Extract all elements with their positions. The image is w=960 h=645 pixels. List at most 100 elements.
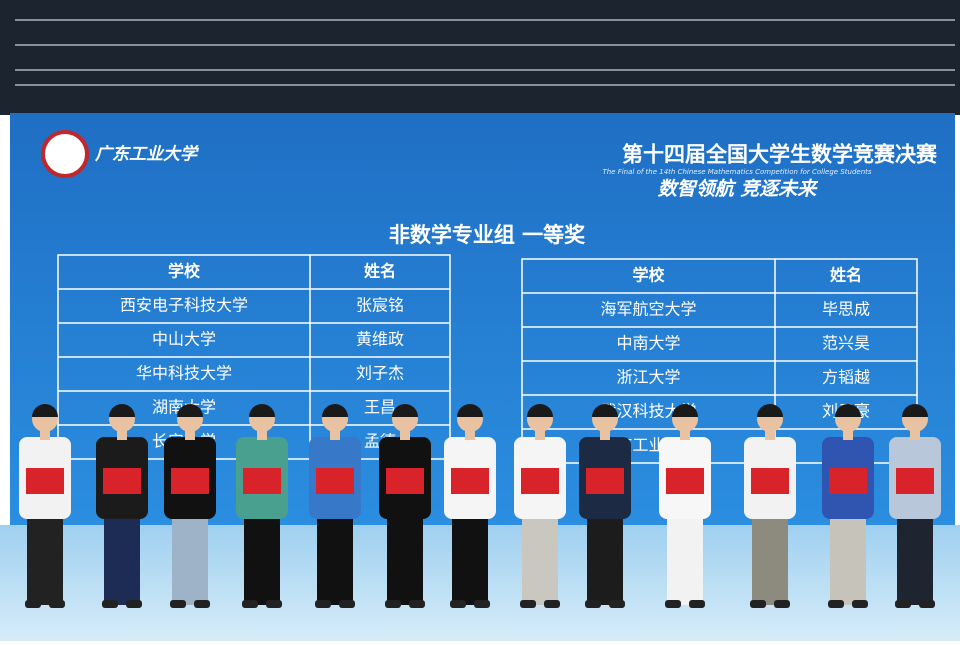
shoe	[25, 600, 41, 608]
person	[579, 404, 631, 608]
hair	[109, 404, 135, 417]
legs	[667, 515, 703, 605]
hair	[527, 404, 553, 417]
school-cell: 中南大学	[616, 334, 680, 353]
neck	[910, 428, 920, 440]
shoe	[242, 600, 258, 608]
railing	[15, 19, 955, 86]
legs	[830, 515, 866, 605]
name-cell: 刘子杰	[356, 364, 404, 383]
shoe	[385, 600, 401, 608]
person	[744, 404, 796, 608]
shoe	[194, 600, 210, 608]
person	[379, 404, 431, 608]
legs	[587, 515, 623, 605]
shoe	[266, 600, 282, 608]
neck	[117, 428, 127, 440]
shoe	[409, 600, 425, 608]
legs	[104, 515, 140, 605]
certificate	[386, 468, 424, 494]
neck	[680, 428, 690, 440]
person	[514, 404, 566, 608]
shoe	[474, 600, 490, 608]
hair	[902, 404, 928, 417]
neck	[465, 428, 475, 440]
person	[444, 404, 496, 608]
shoe	[544, 600, 560, 608]
person	[96, 404, 148, 608]
shoe	[750, 600, 766, 608]
legs	[897, 515, 933, 605]
certificate	[829, 468, 867, 494]
neck	[600, 428, 610, 440]
hair	[592, 404, 618, 417]
certificate	[451, 468, 489, 494]
shoe	[689, 600, 705, 608]
school-cell: 华中科技大学	[136, 364, 232, 383]
legs	[522, 515, 558, 605]
name-cell: 范兴昊	[822, 334, 870, 353]
shoe	[170, 600, 186, 608]
legs	[244, 515, 280, 605]
certificate	[171, 468, 209, 494]
name-cell: 毕思成	[822, 300, 870, 319]
shoe	[895, 600, 911, 608]
shoe	[520, 600, 536, 608]
hair	[672, 404, 698, 417]
neck	[765, 428, 775, 440]
certificate	[666, 468, 704, 494]
title: 第十四届全国大学生数学竞赛决赛	[622, 142, 938, 167]
neck	[400, 428, 410, 440]
legs	[452, 515, 488, 605]
neck	[843, 428, 853, 440]
shoe	[102, 600, 118, 608]
hair	[322, 404, 348, 417]
school-cell: 海军航空大学	[600, 300, 696, 319]
shoe	[665, 600, 681, 608]
slogan: 数智领航 竞逐未来	[658, 178, 820, 200]
person	[822, 404, 874, 608]
shoe	[126, 600, 142, 608]
shoe	[852, 600, 868, 608]
shoe	[919, 600, 935, 608]
name-cell: 王昌	[364, 398, 396, 417]
table-header: 学校	[632, 266, 665, 285]
people	[19, 404, 941, 608]
hair	[32, 404, 58, 417]
shoe	[49, 600, 65, 608]
logo-emblem	[41, 130, 89, 178]
neck	[535, 428, 545, 440]
legs	[27, 515, 63, 605]
person	[309, 404, 361, 608]
hair	[249, 404, 275, 417]
ceiling	[0, 0, 960, 115]
hair	[457, 404, 483, 417]
legs	[752, 515, 788, 605]
legs	[172, 515, 208, 605]
certificate	[586, 468, 624, 494]
subtitle: The Final of the 14th Chinese Mathematic…	[602, 168, 871, 176]
hair	[392, 404, 418, 417]
neck	[185, 428, 195, 440]
person	[236, 404, 288, 608]
name-cell: 张宸铭	[356, 296, 404, 315]
hair	[177, 404, 203, 417]
shoe	[315, 600, 331, 608]
name-cell: 黄维政	[356, 330, 404, 349]
person	[659, 404, 711, 608]
shoe	[774, 600, 790, 608]
legs	[317, 515, 353, 605]
person	[164, 404, 216, 608]
certificate	[521, 468, 559, 494]
hair	[835, 404, 861, 417]
table-header: 姓名	[364, 262, 396, 281]
award-heading: 非数学专业组 一等奖	[389, 223, 586, 247]
school-cell: 西安电子科技大学	[120, 296, 248, 315]
legs	[387, 515, 423, 605]
certificate	[103, 468, 141, 494]
person	[889, 404, 941, 608]
shoe	[828, 600, 844, 608]
hair	[757, 404, 783, 417]
person	[19, 404, 71, 608]
